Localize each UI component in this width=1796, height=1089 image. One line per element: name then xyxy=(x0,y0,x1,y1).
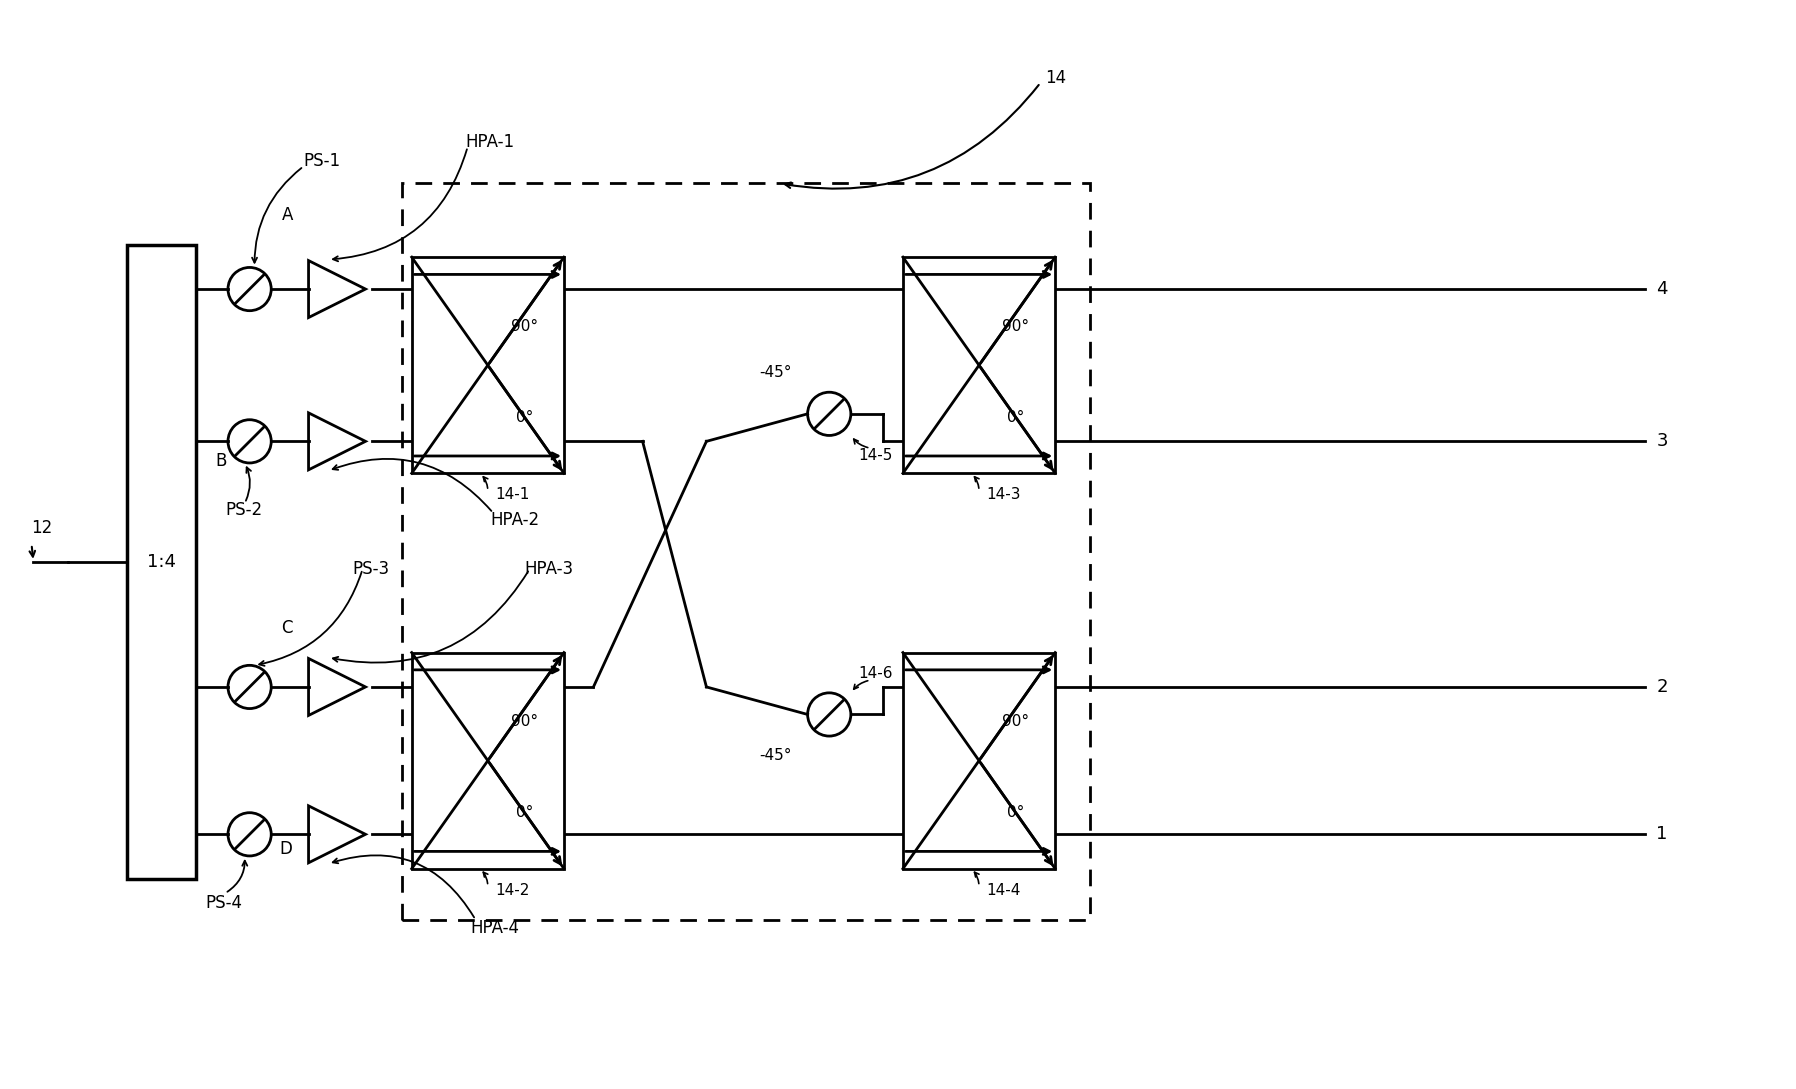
Bar xyxy=(903,652,1056,869)
Bar xyxy=(128,245,196,879)
Text: 14-6: 14-6 xyxy=(858,665,893,681)
Bar xyxy=(903,257,1056,474)
Text: 0°: 0° xyxy=(515,805,533,820)
Text: 0°: 0° xyxy=(1008,805,1024,820)
Text: 14-2: 14-2 xyxy=(496,883,530,897)
Text: -45°: -45° xyxy=(760,365,792,380)
Text: PS-4: PS-4 xyxy=(205,894,242,913)
Text: HPA-2: HPA-2 xyxy=(490,511,539,529)
Text: 2: 2 xyxy=(1656,678,1668,696)
Text: 14-1: 14-1 xyxy=(496,488,530,502)
Text: 90°: 90° xyxy=(510,319,539,334)
Text: HPA-4: HPA-4 xyxy=(471,919,519,937)
Text: 14-4: 14-4 xyxy=(986,883,1022,897)
Bar xyxy=(402,183,1090,920)
Text: 0°: 0° xyxy=(1008,409,1024,425)
Text: 90°: 90° xyxy=(1002,714,1029,730)
Text: 90°: 90° xyxy=(1002,319,1029,334)
Text: PS-2: PS-2 xyxy=(224,501,262,519)
Text: 4: 4 xyxy=(1656,280,1668,298)
Text: 0°: 0° xyxy=(515,409,533,425)
Text: 14: 14 xyxy=(1045,69,1067,87)
Text: HPA-3: HPA-3 xyxy=(524,560,573,578)
Text: 3: 3 xyxy=(1656,432,1668,451)
Text: 90°: 90° xyxy=(510,714,539,730)
Text: 12: 12 xyxy=(32,519,52,537)
Bar xyxy=(411,257,564,474)
Text: PS-1: PS-1 xyxy=(304,152,341,170)
Text: D: D xyxy=(278,840,293,858)
Text: -45°: -45° xyxy=(760,748,792,763)
Text: A: A xyxy=(282,207,293,224)
Text: 14-3: 14-3 xyxy=(986,488,1022,502)
Bar xyxy=(411,652,564,869)
Text: HPA-1: HPA-1 xyxy=(465,133,515,150)
Text: 1:4: 1:4 xyxy=(147,553,176,571)
Text: 1: 1 xyxy=(1656,825,1668,843)
Text: B: B xyxy=(216,452,226,470)
Text: PS-3: PS-3 xyxy=(352,560,390,578)
Text: 14-5: 14-5 xyxy=(858,448,893,463)
Text: C: C xyxy=(280,619,293,637)
